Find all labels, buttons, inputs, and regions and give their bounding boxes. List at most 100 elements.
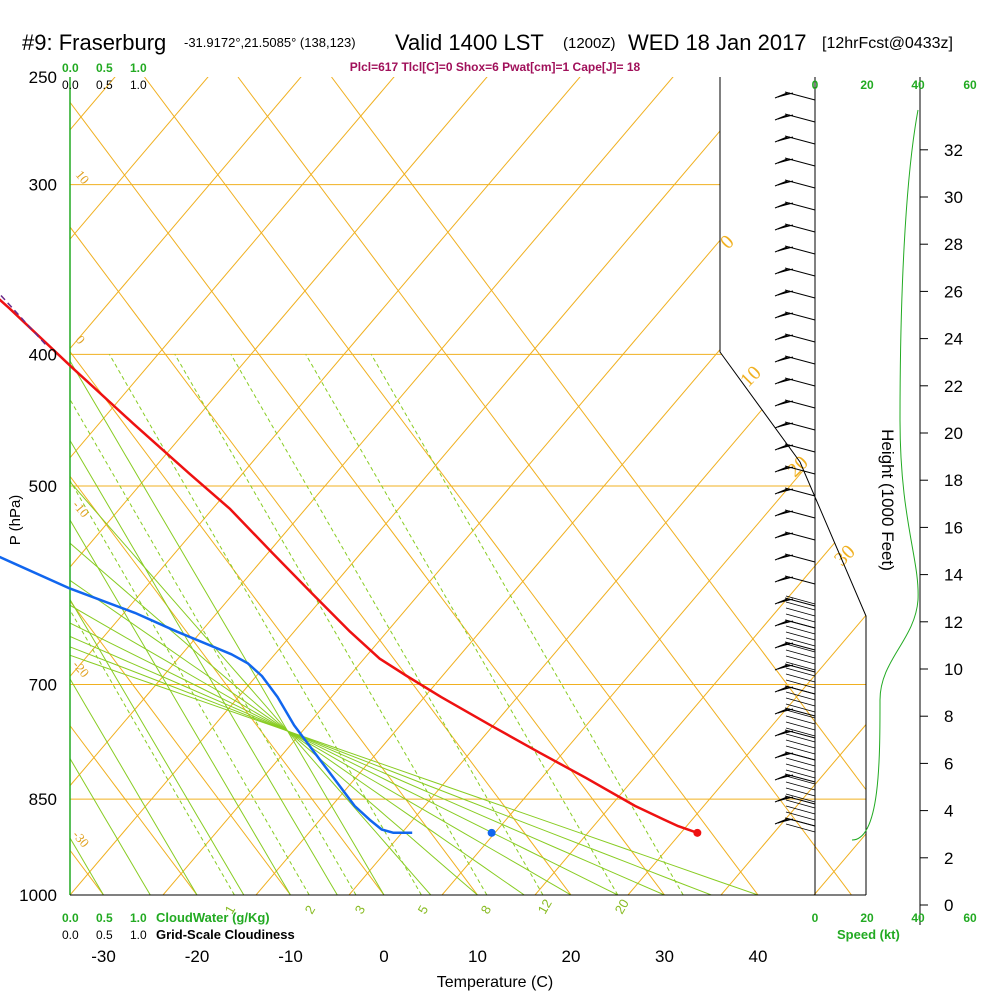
pressure-tick-label: 1000: [19, 886, 57, 905]
mixing-ratio-line: [70, 354, 235, 895]
wind-barb-flag: [780, 554, 794, 559]
height-tick-label: 2: [944, 849, 953, 868]
wind-barb-dense: [785, 643, 816, 653]
wind-barb-dense: [785, 619, 816, 629]
moist-adiabat: [70, 77, 759, 895]
station-title: #9: Fraserburg: [22, 30, 166, 55]
wind-barb: [774, 223, 816, 233]
wind-barb-flag: [780, 422, 794, 427]
moist-adiabat: [70, 77, 665, 895]
temperature-tick-label: 30: [655, 947, 674, 966]
isotherm: [70, 77, 385, 895]
dry-adiabat: [627, 77, 866, 895]
wind-barb-flag: [780, 730, 794, 735]
valid-date: WED 18 Jan 2017: [628, 30, 807, 55]
wind-barb-dense: [785, 661, 816, 671]
speed-scale-bottom: 60: [963, 911, 977, 925]
mixing-ratio-label: 2: [302, 903, 319, 917]
profile-marker: [487, 828, 496, 837]
height-tick-label: 10: [944, 660, 963, 679]
dry-adiabat: [70, 77, 336, 895]
mixing-ratio-line: [70, 354, 310, 895]
wind-barbs: [774, 91, 816, 833]
speed-scale-bottom: 40: [911, 911, 925, 925]
wind-barb: [774, 245, 816, 255]
moist-adiabat: [70, 77, 291, 895]
mixing-ratio-line: [174, 354, 488, 895]
dry-adiabat-label: 0: [73, 332, 89, 347]
dry-adiabat: [348, 77, 866, 895]
wind-barb: [774, 267, 816, 277]
dry-adiabat: [70, 77, 708, 895]
height-tick-label: 16: [944, 518, 963, 537]
mixing-ratio-line: [370, 354, 684, 895]
speed-scale-top: 40: [911, 78, 925, 92]
valid-time: Valid 1400 LST: [395, 30, 544, 55]
wind-barb: [774, 751, 816, 761]
speed-scale-top: 20: [860, 78, 874, 92]
speed-label: Speed (kt): [837, 927, 900, 942]
moist-adiabat: [70, 77, 385, 895]
temperature-tick-label: 0: [379, 947, 388, 966]
wind-barb: [774, 597, 816, 607]
wind-barb-dense: [785, 631, 816, 641]
wind-barb-flag: [780, 576, 794, 581]
wind-barb: [774, 553, 816, 563]
wind-barb: [774, 289, 816, 299]
wind-barb-dense: [785, 709, 816, 719]
isotherm: [331, 77, 866, 895]
background-lines: [70, 77, 866, 895]
wind-barb-dense: [785, 655, 816, 665]
isotherm: [70, 77, 665, 895]
moist-adiabat: [70, 77, 712, 895]
wind-barb-dense: [785, 595, 816, 605]
wind-barb: [774, 773, 816, 783]
wind-barb-dense: [785, 727, 816, 737]
wind-barb: [774, 91, 816, 101]
temperature-tick-label: 10: [468, 947, 487, 966]
cloudwater-scale-top: 0.0: [62, 61, 79, 75]
wind-barb-dense: [785, 733, 816, 743]
wind-barb-flag: [780, 796, 794, 801]
wind-barb-dense: [785, 601, 816, 611]
isotherm: [70, 77, 198, 895]
temperature-tick-label: -10: [278, 947, 303, 966]
moist-adiabat: [70, 77, 245, 895]
dry-adiabat: [255, 77, 866, 895]
moist-adiabat-label: 0: [716, 231, 739, 254]
wind-barb: [774, 421, 816, 431]
pressure-tick-label: 300: [29, 176, 57, 195]
wind-barb-flag: [780, 312, 794, 317]
isotherm: [237, 77, 852, 895]
height-tick-label: 20: [944, 424, 963, 443]
wind-barb: [774, 135, 816, 145]
wind-barb-dense: [785, 805, 816, 815]
wind-barb: [774, 377, 816, 387]
wind-barb-flag: [780, 136, 794, 141]
cloudwater-scale-bottom: 0.0: [62, 911, 79, 925]
wind-barb-dense: [785, 691, 816, 701]
wind-barb-dense: [785, 703, 816, 713]
dry-adiabat: [720, 77, 866, 895]
pressure-tick-label: 500: [29, 477, 57, 496]
cloudwater-scale-bottom: 0.5: [96, 911, 113, 925]
dry-adiabat-label: -10: [70, 497, 93, 520]
dry-adiabat: [813, 77, 866, 895]
wind-barb: [774, 333, 816, 343]
wind-barb: [774, 179, 816, 189]
wind-barb-dense: [785, 679, 816, 689]
wind-barb: [774, 487, 816, 497]
wind-barb-dense: [785, 763, 816, 773]
height-tick-label: 32: [944, 141, 963, 160]
wind-barb-dense: [785, 757, 816, 767]
cloudiness-scale-top: 1.0: [130, 78, 147, 92]
wind-barb-dense: [785, 739, 816, 749]
mixing-ratio-label: 8: [478, 903, 495, 917]
mixing-ratio-line: [230, 354, 544, 895]
wind-barb: [774, 729, 816, 739]
temperature-profile: [0, 298, 698, 834]
forecast-tag: [12hrFcst@0433z]: [822, 35, 953, 52]
mixing-ratio-label: 3: [352, 903, 369, 917]
